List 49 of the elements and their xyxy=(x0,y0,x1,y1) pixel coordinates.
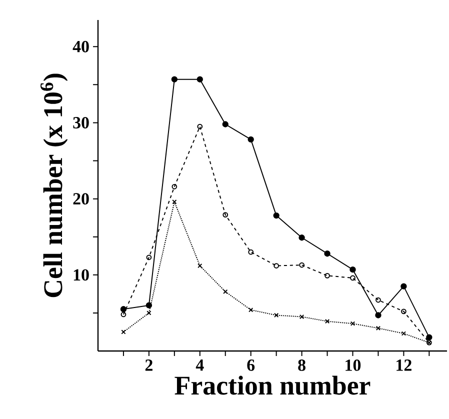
point xyxy=(172,200,177,204)
point xyxy=(197,124,203,130)
point xyxy=(324,318,330,324)
x-tick-label: 10 xyxy=(346,360,361,371)
point xyxy=(172,184,178,190)
point xyxy=(426,334,432,340)
point xyxy=(350,266,356,273)
point xyxy=(376,297,381,303)
point xyxy=(274,312,279,318)
y-tick-label: 20 xyxy=(73,193,89,205)
point xyxy=(324,250,330,257)
point xyxy=(248,249,254,255)
point xyxy=(222,121,228,128)
point xyxy=(401,308,406,314)
point xyxy=(222,212,228,218)
point xyxy=(299,314,304,320)
point xyxy=(376,326,381,331)
point xyxy=(120,306,127,312)
point xyxy=(146,310,152,316)
point xyxy=(196,76,203,82)
point xyxy=(350,321,356,326)
point xyxy=(198,263,202,268)
x-tick-label: 8 xyxy=(298,360,306,371)
y-axis-title: Cell number (x 10$^{6}$) xyxy=(40,74,68,298)
x-tick-label: 12 xyxy=(396,359,412,371)
y-tick-label: 10 xyxy=(74,269,89,281)
point xyxy=(223,289,228,294)
x-tick-label: 2 xyxy=(145,359,152,371)
point xyxy=(400,283,407,290)
x-tick-label: 4 xyxy=(196,360,204,371)
point xyxy=(248,308,254,312)
point xyxy=(146,254,152,260)
x-axis-title: Fraction number xyxy=(174,376,370,395)
point xyxy=(324,272,330,278)
y-tick-label: 40 xyxy=(72,40,89,52)
point xyxy=(375,312,382,318)
x-tick-label: 6 xyxy=(247,359,255,371)
point xyxy=(401,331,406,336)
point xyxy=(146,302,152,308)
point xyxy=(248,136,254,143)
point xyxy=(273,212,280,219)
y-tick-label: 30 xyxy=(73,117,89,128)
point xyxy=(298,234,305,241)
point xyxy=(121,330,126,334)
point xyxy=(299,262,304,268)
point xyxy=(350,275,356,281)
point xyxy=(171,76,178,82)
point xyxy=(120,312,126,318)
point xyxy=(274,263,280,268)
